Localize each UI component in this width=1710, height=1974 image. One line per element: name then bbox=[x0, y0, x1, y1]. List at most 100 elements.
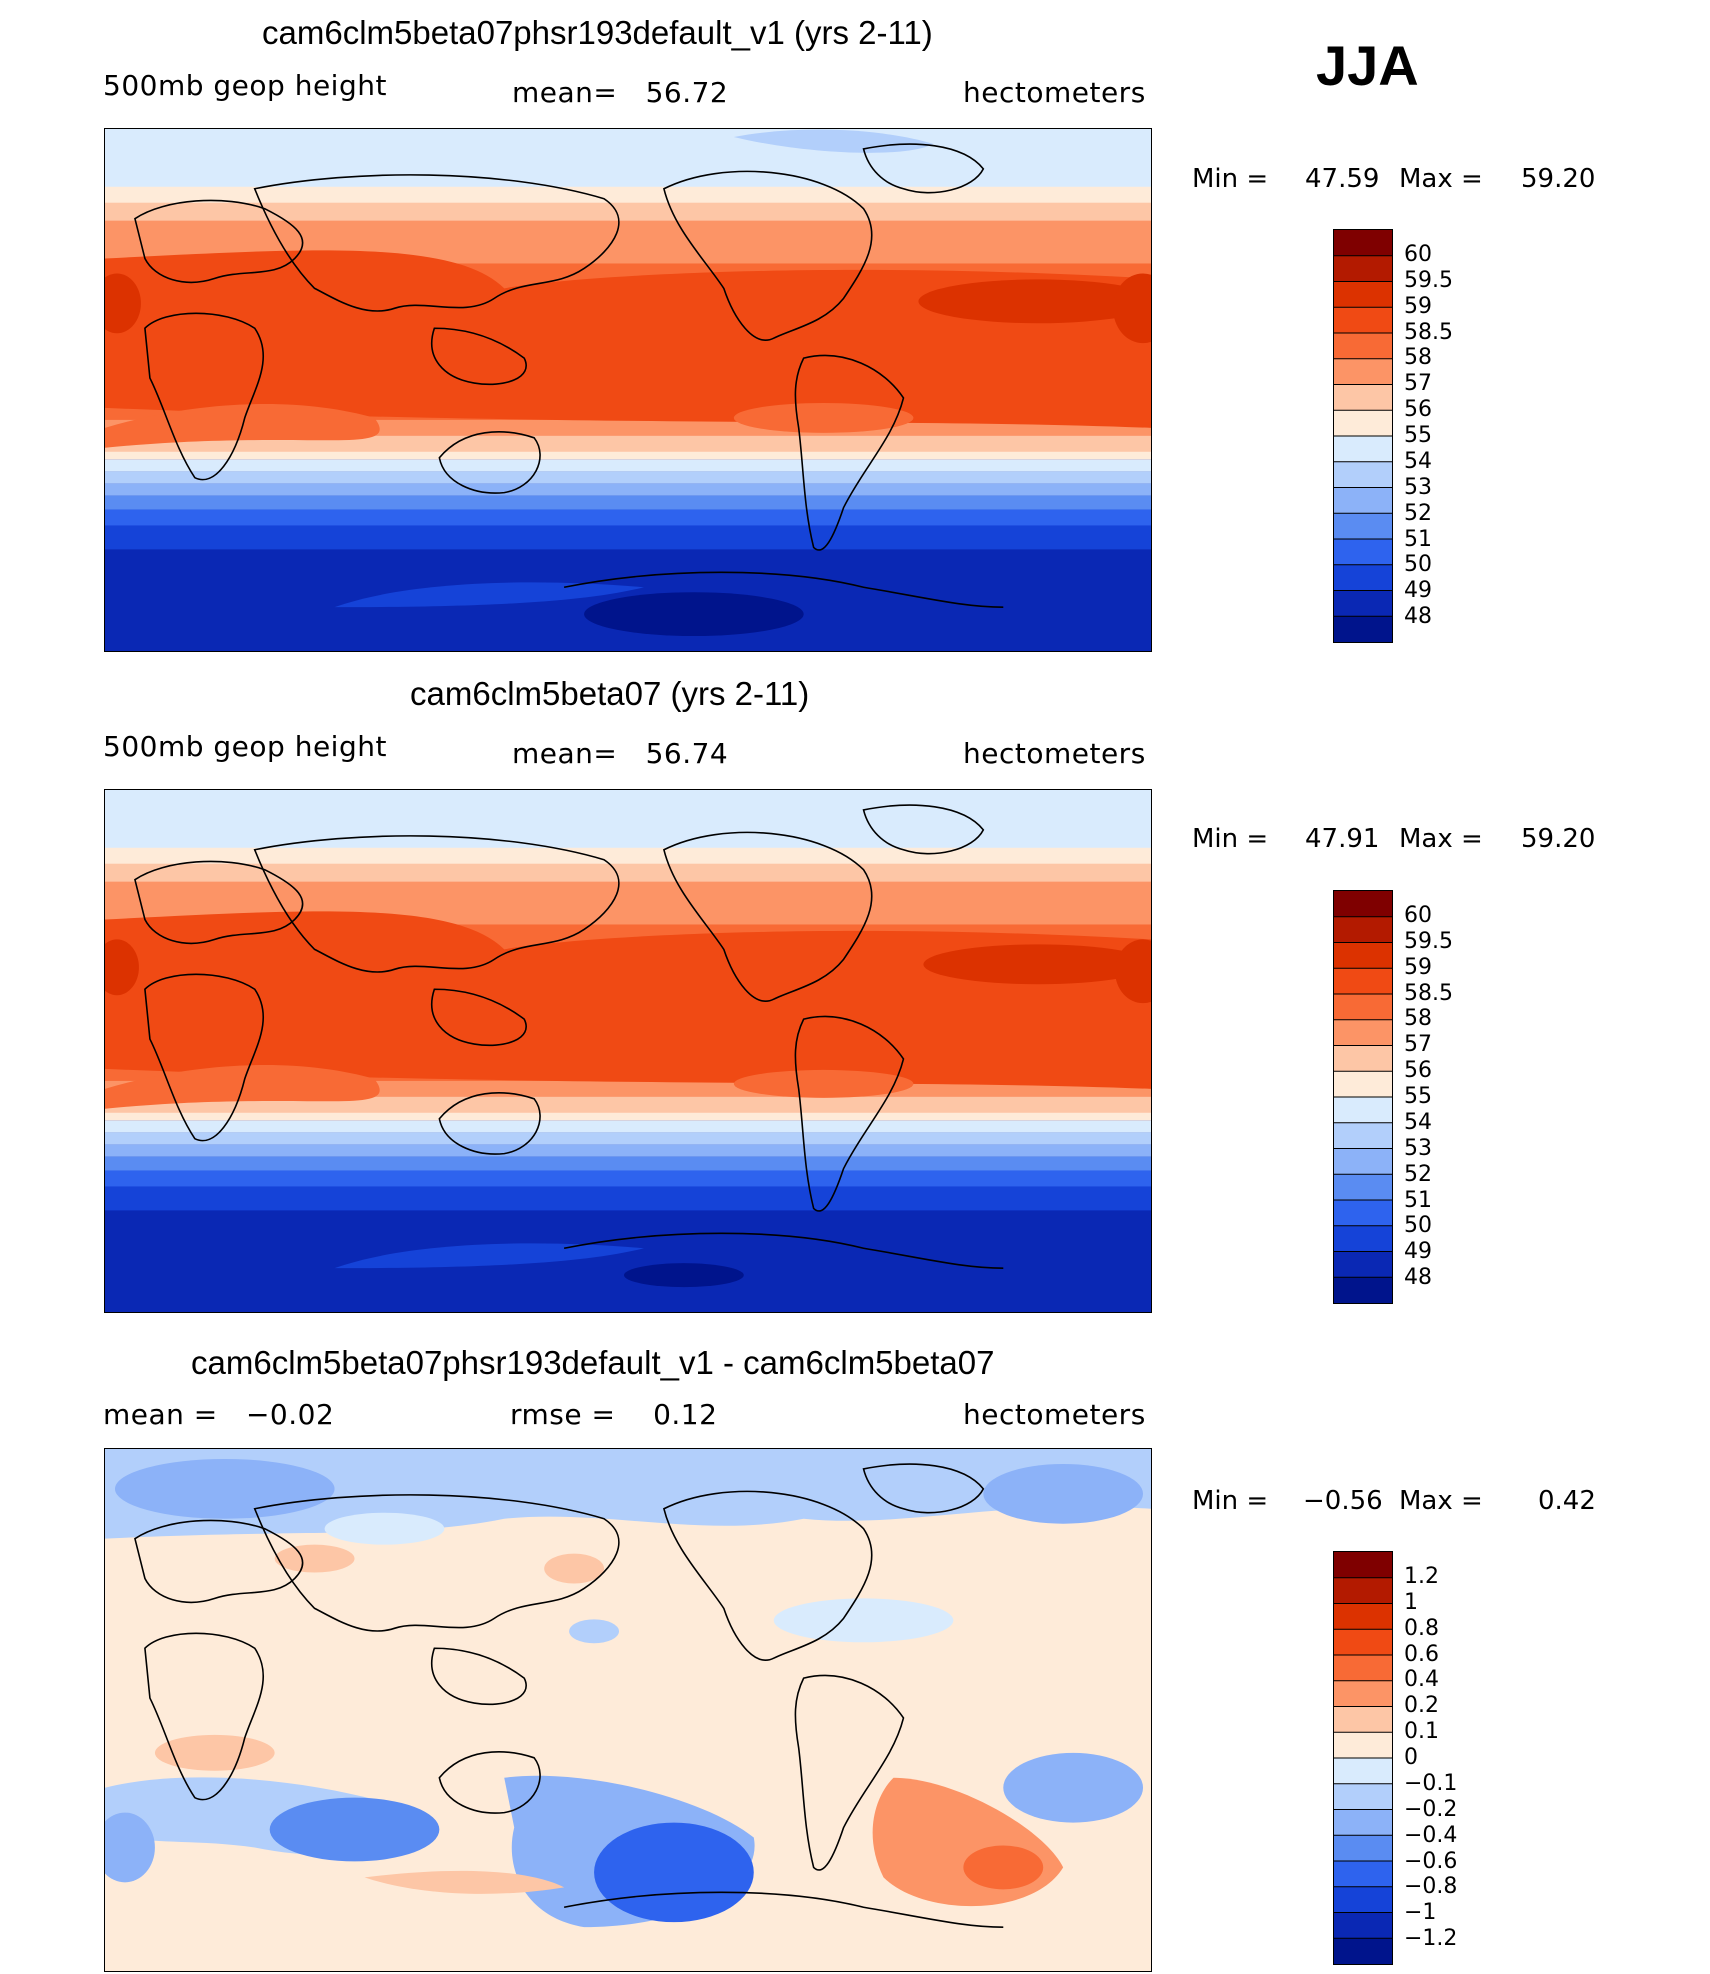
colorbar-swatch bbox=[1334, 333, 1392, 360]
colorbar-swatch bbox=[1334, 1886, 1392, 1913]
colorbar-swatch bbox=[1334, 461, 1392, 488]
colorbar-label: −0.1 bbox=[1404, 1770, 1458, 1796]
colorbar-label: 0.4 bbox=[1404, 1667, 1439, 1693]
panel-3-colorbar-labels: 1.2 1 0.8 0.6 0.4 0.2 0.1 0 −0.1 −0.2 −0.4 −0.6 −0.8… bbox=[1404, 1551, 1504, 1965]
colorbar-swatch bbox=[1334, 1655, 1392, 1682]
colorbar-swatch bbox=[1334, 358, 1392, 385]
colorbar-label: 52 bbox=[1404, 1161, 1432, 1187]
colorbar-swatch bbox=[1334, 1680, 1392, 1707]
panel-1-mean-label: mean= 56.72 bbox=[512, 76, 729, 109]
colorbar-swatch bbox=[1334, 1019, 1392, 1046]
colorbar-label: 0.8 bbox=[1404, 1615, 1439, 1641]
panel-3-min-label: Min = bbox=[1192, 1486, 1269, 1516]
panel-1-colorbar-labels: 60 59.5 59 58.5 58 57 56 55 54 53 52 51 50 49 48 bbox=[1404, 229, 1504, 643]
panel-2-colorbar-labels: 60 59.5 59 58.5 58 57 56 55 54 53 52 51 50 49 48 bbox=[1404, 890, 1504, 1304]
colorbar-label: 0 bbox=[1404, 1745, 1418, 1770]
colorbar-label: −0.8 bbox=[1404, 1874, 1458, 1900]
colorbar-swatch bbox=[1334, 1577, 1392, 1604]
colorbar-swatch bbox=[1334, 1071, 1392, 1098]
season-label: JJA bbox=[1316, 34, 1419, 97]
colorbar-label: 50 bbox=[1404, 1213, 1432, 1239]
colorbar-label: 51 bbox=[1404, 1187, 1432, 1213]
colorbar-label: −1 bbox=[1404, 1900, 1437, 1926]
colorbar-label: 59.5 bbox=[1404, 928, 1453, 954]
panel-3-rmse-label: rmse = 0.12 bbox=[510, 1398, 718, 1431]
colorbar-swatch bbox=[1334, 487, 1392, 514]
colorbar-label: 58.5 bbox=[1404, 319, 1453, 345]
colorbar-label: 55 bbox=[1404, 423, 1432, 448]
colorbar-swatch bbox=[1334, 281, 1392, 308]
colorbar-label: 1 bbox=[1404, 1589, 1418, 1615]
colorbar-swatch bbox=[1334, 1552, 1392, 1579]
colorbar-swatch bbox=[1334, 1758, 1392, 1785]
panel-3-map bbox=[104, 1448, 1152, 1972]
colorbar-label: 59 bbox=[1404, 293, 1432, 319]
panel-3-colorbar bbox=[1333, 1551, 1393, 1965]
panel-2-map bbox=[104, 789, 1152, 1313]
colorbar-swatch bbox=[1334, 616, 1392, 642]
colorbar-swatch bbox=[1334, 1251, 1392, 1278]
colorbar-swatch bbox=[1334, 1835, 1392, 1862]
colorbar-label: 59.5 bbox=[1404, 267, 1453, 293]
colorbar-label: 54 bbox=[1404, 448, 1432, 474]
colorbar-label: 60 bbox=[1404, 241, 1432, 267]
panel-1-max-value: 59.20 bbox=[1521, 164, 1596, 194]
panel-1-colorbar bbox=[1333, 229, 1393, 643]
panel-3-title: cam6clm5beta07phsr193default_v1 - cam6cl… bbox=[191, 1344, 995, 1381]
colorbar-swatch bbox=[1334, 1629, 1392, 1656]
panel-1-min-label: Min = bbox=[1192, 164, 1269, 194]
colorbar-label: 0.2 bbox=[1404, 1693, 1439, 1719]
colorbar-label: −0.4 bbox=[1404, 1822, 1458, 1848]
colorbar-label: 0.1 bbox=[1404, 1719, 1439, 1745]
colorbar-label: 54 bbox=[1404, 1109, 1432, 1135]
colorbar-label: −1.2 bbox=[1404, 1926, 1458, 1952]
colorbar-label: 51 bbox=[1404, 526, 1432, 552]
colorbar-label: 58 bbox=[1404, 345, 1432, 371]
colorbar-swatch bbox=[1334, 891, 1392, 918]
colorbar-label: 55 bbox=[1404, 1084, 1432, 1109]
colorbar-label: 60 bbox=[1404, 902, 1432, 928]
colorbar-swatch bbox=[1334, 384, 1392, 411]
colorbar-swatch bbox=[1334, 1938, 1392, 1964]
colorbar-label: 1.2 bbox=[1404, 1563, 1439, 1589]
panel-1-units-label: hectometers bbox=[963, 76, 1146, 109]
colorbar-swatch bbox=[1334, 307, 1392, 334]
colorbar-swatch bbox=[1334, 255, 1392, 282]
panel-1-map bbox=[104, 128, 1152, 652]
colorbar-label: 0.6 bbox=[1404, 1641, 1439, 1667]
panel-3-max-label: Max = bbox=[1399, 1486, 1483, 1516]
colorbar-swatch bbox=[1334, 1225, 1392, 1252]
colorbar-label: 49 bbox=[1404, 578, 1432, 604]
colorbar-swatch bbox=[1334, 968, 1392, 995]
colorbar-swatch bbox=[1334, 539, 1392, 566]
panel-2-max-label: Max = bbox=[1399, 824, 1483, 854]
colorbar-swatch bbox=[1334, 410, 1392, 437]
colorbar-label: 57 bbox=[1404, 1032, 1432, 1058]
panel-2-min-value: 47.91 bbox=[1305, 824, 1380, 854]
panel-1-min-value: 47.59 bbox=[1305, 164, 1380, 194]
colorbar-label: 48 bbox=[1404, 1265, 1432, 1291]
colorbar-swatch bbox=[1334, 1122, 1392, 1149]
colorbar-swatch bbox=[1334, 916, 1392, 943]
colorbar-swatch bbox=[1334, 564, 1392, 591]
colorbar-label: 53 bbox=[1404, 474, 1432, 500]
colorbar-label: 56 bbox=[1404, 397, 1432, 423]
panel-3-mean-label: mean = −0.02 bbox=[103, 1398, 335, 1431]
colorbar-label: 58 bbox=[1404, 1006, 1432, 1032]
panel-3-units-label: hectometers bbox=[963, 1398, 1146, 1431]
colorbar-swatch bbox=[1334, 1277, 1392, 1303]
colorbar-label: 53 bbox=[1404, 1135, 1432, 1161]
panel-2-variable-label: 500mb geop height bbox=[103, 730, 387, 763]
colorbar-label: 56 bbox=[1404, 1058, 1432, 1084]
panel-1-variable-label: 500mb geop height bbox=[103, 69, 387, 102]
panel-2-min-label: Min = bbox=[1192, 824, 1269, 854]
colorbar-swatch bbox=[1334, 994, 1392, 1021]
panel-3-max-value: 0.42 bbox=[1538, 1486, 1596, 1516]
colorbar-label: 59 bbox=[1404, 954, 1432, 980]
colorbar-swatch bbox=[1334, 1706, 1392, 1733]
colorbar-swatch bbox=[1334, 1045, 1392, 1072]
panel-2-colorbar bbox=[1333, 890, 1393, 1304]
colorbar-swatch bbox=[1334, 1200, 1392, 1227]
colorbar-swatch bbox=[1334, 1809, 1392, 1836]
colorbar-label: 50 bbox=[1404, 552, 1432, 578]
